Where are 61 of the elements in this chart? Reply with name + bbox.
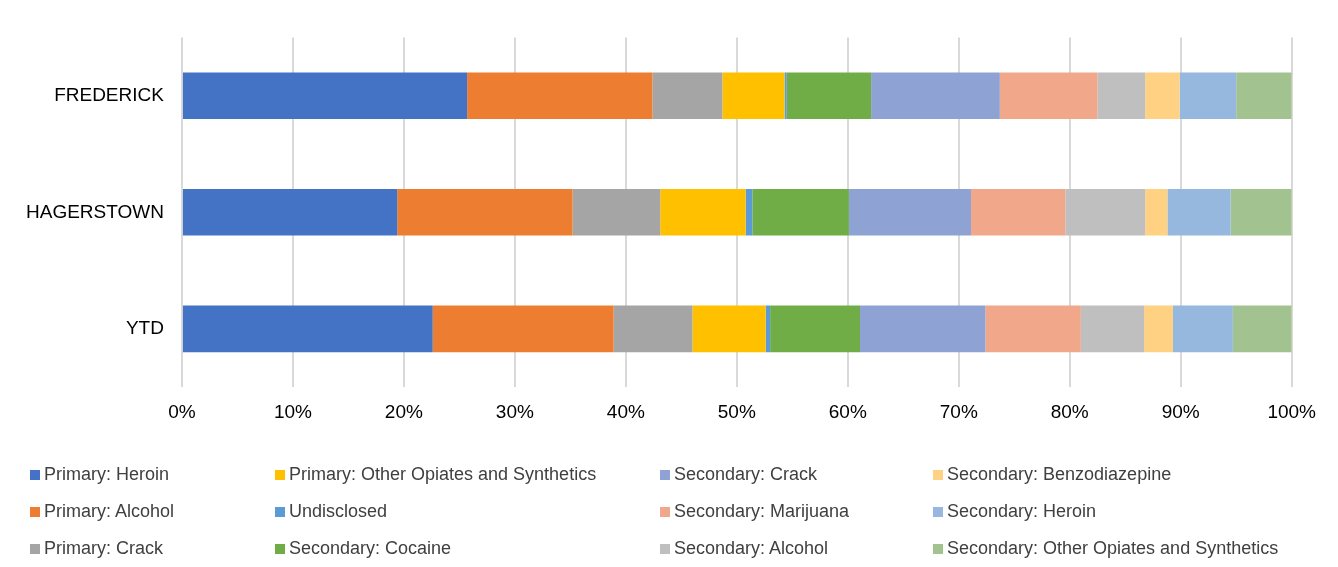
x-tick-label: 20%	[384, 400, 424, 422]
legend-label: Secondary: Crack	[674, 464, 818, 485]
bar	[652, 72, 723, 120]
bar	[745, 188, 753, 236]
bar	[1230, 188, 1292, 236]
bar	[848, 188, 971, 236]
bar	[432, 305, 614, 353]
bar	[182, 72, 468, 120]
x-tick-label: 40%	[606, 400, 645, 422]
x-tick-label: 10%	[273, 400, 313, 422]
legend-label: Primary: Other Opiates and Synthetics	[289, 464, 597, 485]
x-tick-label: 80%	[1050, 400, 1089, 422]
bar	[784, 72, 787, 120]
bar	[1236, 72, 1292, 120]
legend-label: Primary: Heroin	[44, 464, 170, 485]
bar	[722, 72, 785, 120]
legend-label: Secondary: Benzodiazepine	[947, 464, 1172, 485]
bar	[572, 188, 661, 236]
bar	[692, 305, 766, 353]
bar	[182, 305, 433, 353]
bar	[1172, 305, 1233, 353]
bar	[467, 72, 653, 120]
bar	[1179, 72, 1237, 120]
bar	[871, 72, 1000, 120]
bar	[985, 305, 1081, 353]
y-tick-label: HAGERSTOWN	[26, 200, 164, 222]
legend-label: Secondary: Other Opiates and Synthetics	[947, 538, 1279, 559]
bar	[660, 188, 746, 236]
bar	[860, 305, 986, 353]
x-tick-label: 30%	[495, 400, 534, 422]
legend-label: Secondary: Heroin	[947, 501, 1097, 522]
y-tick-label: YTD	[125, 317, 164, 339]
bar	[1145, 72, 1180, 120]
x-tick-label: 60%	[828, 400, 867, 422]
x-tick-label: 100%	[1267, 400, 1317, 422]
bar	[1167, 188, 1231, 236]
bar	[182, 188, 398, 236]
y-tick-label: FREDERICK	[54, 83, 165, 105]
bar	[397, 188, 573, 236]
legend-label: Primary: Crack	[44, 538, 164, 559]
bar	[752, 188, 849, 236]
x-tick-label: 90%	[1161, 400, 1200, 422]
x-tick-label: 70%	[939, 400, 978, 422]
bar	[1080, 305, 1145, 353]
legend-label: Primary: Alcohol	[44, 501, 175, 522]
bar	[1232, 305, 1292, 353]
bar	[786, 72, 872, 120]
x-tick-label: 50%	[717, 400, 756, 422]
bar	[1097, 72, 1146, 120]
x-tick-label: 0%	[168, 400, 196, 422]
legend-label: Secondary: Cocaine	[289, 538, 452, 559]
bar	[613, 305, 693, 353]
bar	[970, 188, 1066, 236]
bar	[1065, 188, 1146, 236]
legend-label: Undisclosed	[289, 501, 388, 522]
bar	[999, 72, 1098, 120]
legend-label: Secondary: Alcohol	[674, 538, 829, 559]
bar	[1144, 305, 1173, 353]
legend-label: Secondary: Marijuana	[674, 501, 850, 522]
bar	[770, 305, 860, 353]
bar	[1145, 188, 1168, 236]
